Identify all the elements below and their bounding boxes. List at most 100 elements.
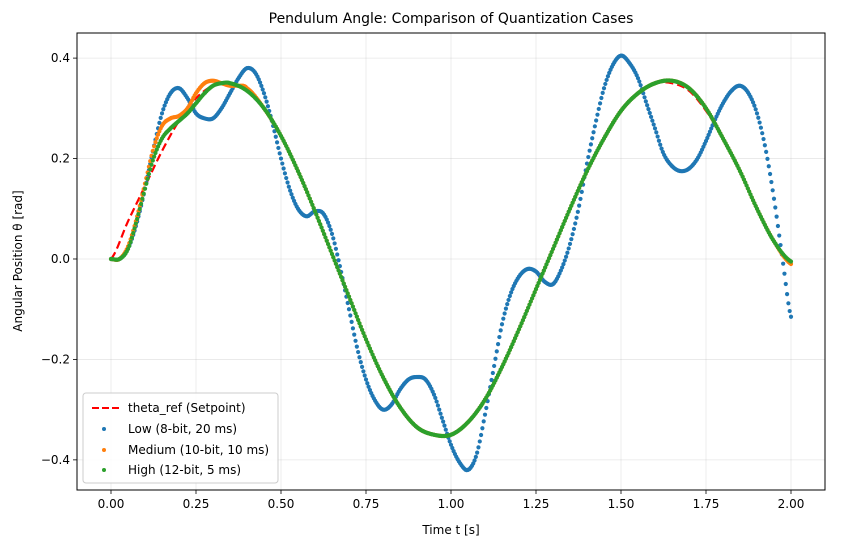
- series-low-point: [448, 442, 454, 447]
- series-low-point: [482, 412, 488, 417]
- series-low-point: [356, 349, 361, 355]
- series-low-point: [335, 252, 340, 257]
- series-low-point: [758, 125, 764, 130]
- series-high-point: [305, 190, 310, 195]
- series-high-point: [132, 226, 137, 231]
- series-low-point: [285, 180, 290, 185]
- series-low-point: [638, 83, 643, 88]
- series-low-point: [484, 405, 489, 411]
- series-low-point: [782, 271, 787, 276]
- series-low-point: [587, 148, 592, 153]
- series-high-point: [316, 218, 322, 224]
- series-high-point: [358, 324, 363, 329]
- series-low-point: [289, 192, 294, 197]
- series-low-point: [489, 377, 494, 383]
- series-high-point: [327, 245, 332, 250]
- series-low-point: [756, 115, 761, 120]
- series-low-point: [274, 140, 280, 145]
- series-low-point: [354, 344, 359, 349]
- series-low-point: [157, 120, 162, 125]
- series-low-point: [481, 419, 486, 424]
- series-low-point: [760, 131, 765, 136]
- series-high-point: [332, 258, 337, 263]
- legend-label-medium: Medium (10-bit, 10 ms): [128, 443, 269, 457]
- series-low-point: [161, 107, 166, 112]
- y-tick-label: −0.4: [41, 453, 70, 467]
- series-low-point: [277, 151, 282, 156]
- series-low-point: [349, 319, 354, 324]
- series-medium-point: [155, 132, 161, 137]
- legend-label-high: High (12-bit, 5 ms): [128, 463, 241, 477]
- x-tick-label: 2.00: [778, 497, 805, 511]
- legend-marker-high: [102, 468, 106, 472]
- series-low-point: [773, 205, 778, 210]
- series-low-point: [591, 130, 596, 135]
- series-low-point: [362, 373, 367, 378]
- series-low-point: [365, 381, 370, 386]
- series-low-point: [647, 110, 652, 116]
- series-low-point: [652, 126, 658, 131]
- series-high-point: [137, 206, 142, 212]
- series-medium-point: [152, 144, 157, 149]
- series-low-point: [764, 149, 769, 154]
- series-low-point: [358, 360, 363, 365]
- series-low-point: [439, 415, 444, 420]
- series-low-point: [637, 79, 642, 84]
- series-low-point: [771, 196, 777, 201]
- series-high-point: [135, 216, 140, 222]
- series-high-point: [310, 202, 315, 208]
- series-high-point: [336, 268, 341, 273]
- series-high-point: [145, 176, 150, 181]
- series-low-point: [563, 254, 569, 259]
- series-low-point: [784, 291, 790, 297]
- series-low-point: [353, 338, 358, 343]
- series-high-point: [128, 239, 133, 245]
- series-high-point: [346, 294, 352, 299]
- series-low-point: [509, 290, 514, 295]
- series-low-point: [259, 83, 264, 88]
- series-low-point: [562, 258, 567, 263]
- series-low-point: [494, 349, 499, 354]
- series-low-point: [775, 223, 781, 229]
- series-low-point: [276, 145, 281, 151]
- series-low-point: [506, 297, 511, 303]
- series-low-point: [273, 134, 278, 139]
- series-high-point: [339, 274, 344, 280]
- series-low-point: [331, 236, 336, 241]
- series-high-point: [324, 238, 329, 243]
- series-high-point: [311, 205, 316, 211]
- series-low-point: [336, 258, 341, 263]
- series-low-point: [765, 156, 770, 161]
- series-low-point: [642, 95, 647, 100]
- y-tick-label: 0.0: [51, 252, 70, 266]
- series-low-point: [752, 103, 757, 108]
- series-high-point: [149, 162, 154, 167]
- series-low-point: [648, 114, 654, 119]
- series-low-point: [162, 103, 167, 108]
- series-low-point: [264, 99, 269, 104]
- legend-marker-medium: [102, 448, 106, 452]
- series-high-point: [345, 291, 350, 296]
- y-tick-label: −0.2: [41, 352, 70, 366]
- series-low-point: [605, 74, 611, 79]
- series-low-point: [281, 166, 286, 171]
- series-high-point: [356, 317, 361, 323]
- series-low-point: [328, 227, 333, 232]
- series-low-point: [753, 107, 758, 112]
- series-low-point: [345, 300, 350, 306]
- series-low-point: [475, 450, 480, 455]
- x-tick-label: 1.25: [523, 497, 550, 511]
- series-high-point: [353, 311, 358, 316]
- series-low-point: [505, 302, 510, 307]
- series-high-point: [350, 304, 356, 309]
- series-high-point: [125, 246, 131, 252]
- series-low-point: [158, 115, 163, 120]
- series-high-point: [140, 196, 145, 201]
- series-low-point: [329, 231, 335, 236]
- x-tick-label: 1.00: [438, 497, 465, 511]
- series-low-point: [257, 80, 263, 85]
- y-tick-label: 0.4: [51, 51, 70, 65]
- series-low-point: [706, 132, 711, 137]
- series-low-point: [761, 136, 766, 142]
- series-low-point: [346, 307, 352, 312]
